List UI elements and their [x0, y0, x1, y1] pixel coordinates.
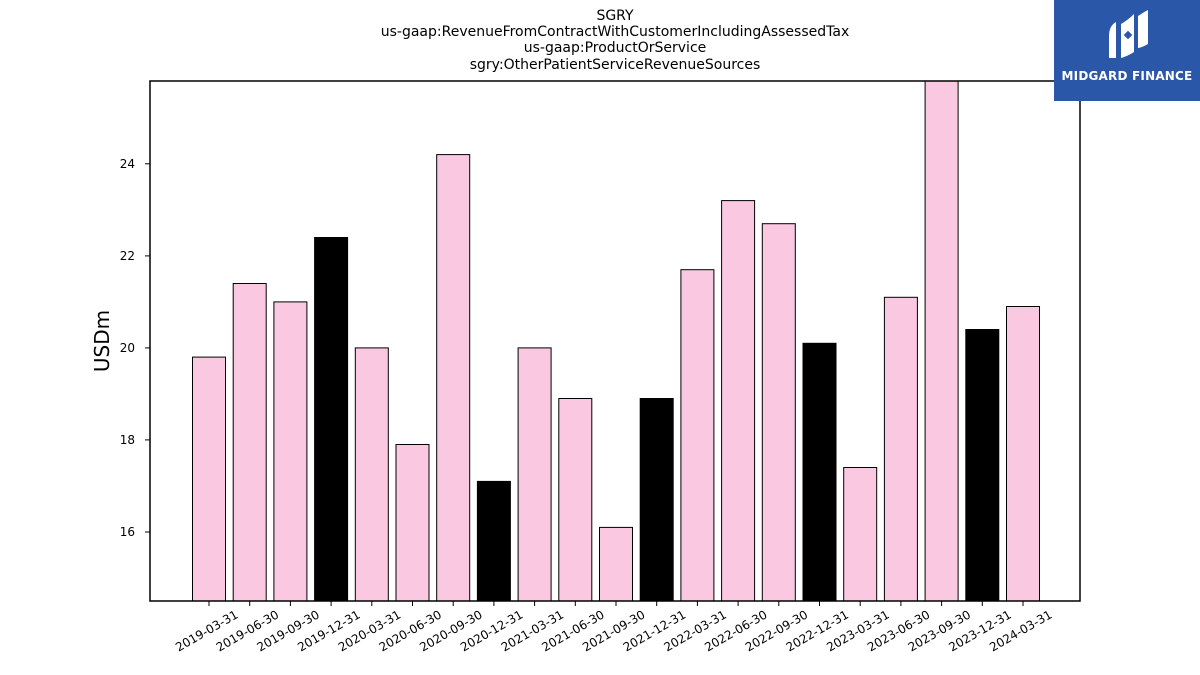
bar-2019-09-30 [273, 301, 308, 602]
bar-2021-06-30 [558, 398, 593, 602]
y-tick-label: 16 [120, 525, 135, 539]
bar-2021-03-31 [517, 347, 552, 602]
y-tick-label: 20 [120, 341, 135, 355]
bar-2020-09-30 [436, 154, 471, 602]
bar-2023-03-31 [843, 467, 878, 602]
bar-2021-09-30 [599, 526, 633, 602]
chart-title-line-2: us-gaap:RevenueFromContractWithCustomerI… [381, 24, 850, 40]
bar-2022-09-30 [761, 223, 796, 602]
bar-2021-12-31 [639, 398, 674, 602]
bar-2019-03-31 [192, 356, 226, 602]
bar-2022-06-30 [721, 200, 756, 602]
chart-title: SGRY us-gaap:RevenueFromContractWithCust… [381, 8, 850, 73]
bar-series [192, 80, 1040, 602]
chart-title-line-4: sgry:OtherPatientServiceRevenueSources [470, 57, 761, 73]
brand-logo-text: MIDGARD FINANCE [1061, 69, 1193, 83]
bar-2020-06-30 [395, 444, 430, 602]
y-tick-label: 24 [120, 157, 135, 171]
y-tick-label: 22 [120, 249, 135, 263]
midgard-logo-icon [1109, 10, 1148, 58]
bar-2019-06-30 [232, 283, 267, 602]
bar-2020-12-31 [476, 480, 511, 602]
bar-2019-12-31 [314, 237, 349, 602]
bar-2023-12-31 [965, 329, 1000, 602]
y-axis-label: USDm [90, 310, 114, 372]
bar-2023-09-30 [924, 80, 959, 602]
plot-frame [149, 80, 1081, 602]
chart-title-line-1: SGRY [596, 8, 634, 24]
y-tick-label: 18 [120, 433, 135, 447]
y-axis-ticks: 16 18 20 22 24 [120, 157, 150, 539]
bar-2022-03-31 [680, 269, 715, 602]
bar-2022-12-31 [802, 342, 837, 602]
brand-logo: MIDGARD FINANCE [1054, 0, 1200, 101]
bar-2020-03-31 [354, 347, 389, 602]
bar-2023-06-30 [883, 296, 918, 602]
x-axis-ticks: 2019-03-312019-06-302019-09-302019-12-31… [173, 601, 1055, 654]
bar-2024-03-31 [1006, 306, 1040, 602]
chart-title-line-3: us-gaap:ProductOrService [524, 40, 707, 56]
